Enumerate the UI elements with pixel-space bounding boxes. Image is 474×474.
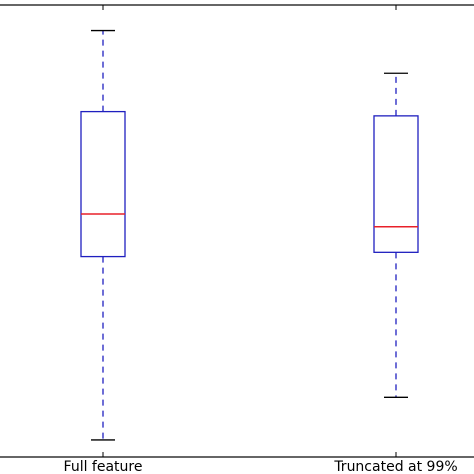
x-tick-label-0: Full feature xyxy=(64,459,143,474)
box-0 xyxy=(80,110,126,258)
box-plot-marks xyxy=(80,5,419,457)
x-tick-label-1: Truncated at 99% xyxy=(333,459,457,474)
box-1 xyxy=(373,115,419,253)
plot-frame xyxy=(0,4,474,458)
